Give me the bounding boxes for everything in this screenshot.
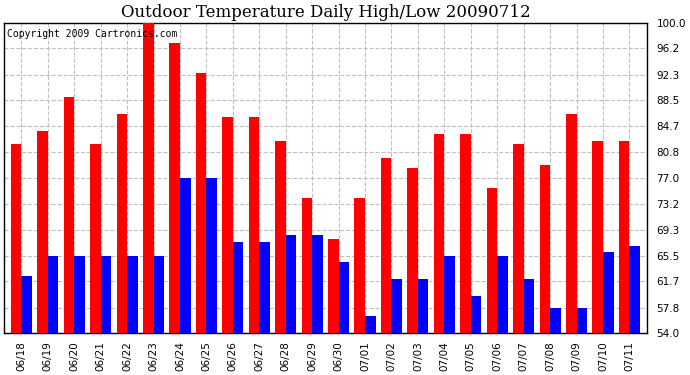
Bar bbox=[206, 178, 217, 375]
Bar bbox=[355, 198, 365, 375]
Bar bbox=[259, 242, 270, 375]
Bar bbox=[75, 256, 85, 375]
Bar bbox=[603, 252, 613, 375]
Bar bbox=[391, 279, 402, 375]
Bar bbox=[540, 165, 550, 375]
Bar bbox=[328, 239, 339, 375]
Text: Copyright 2009 Cartronics.com: Copyright 2009 Cartronics.com bbox=[8, 29, 178, 39]
Bar bbox=[302, 198, 312, 375]
Bar bbox=[471, 296, 482, 375]
Bar bbox=[418, 279, 428, 375]
Bar bbox=[154, 256, 164, 375]
Bar bbox=[170, 43, 180, 375]
Bar bbox=[101, 256, 111, 375]
Bar bbox=[90, 144, 101, 375]
Bar bbox=[513, 144, 524, 375]
Bar bbox=[117, 114, 127, 375]
Bar bbox=[21, 276, 32, 375]
Title: Outdoor Temperature Daily High/Low 20090712: Outdoor Temperature Daily High/Low 20090… bbox=[121, 4, 530, 21]
Bar bbox=[593, 141, 603, 375]
Bar bbox=[434, 134, 444, 375]
Bar bbox=[460, 134, 471, 375]
Bar bbox=[577, 308, 587, 375]
Bar bbox=[196, 74, 206, 375]
Bar bbox=[63, 97, 75, 375]
Bar bbox=[312, 236, 323, 375]
Bar bbox=[365, 316, 375, 375]
Bar bbox=[275, 141, 286, 375]
Bar bbox=[11, 144, 21, 375]
Bar bbox=[486, 188, 497, 375]
Bar bbox=[143, 23, 154, 375]
Bar bbox=[233, 242, 244, 375]
Bar bbox=[48, 256, 59, 375]
Bar bbox=[37, 131, 48, 375]
Bar bbox=[497, 256, 508, 375]
Bar bbox=[566, 114, 577, 375]
Bar bbox=[524, 279, 534, 375]
Bar bbox=[619, 141, 629, 375]
Bar bbox=[381, 158, 391, 375]
Bar bbox=[339, 262, 349, 375]
Bar bbox=[286, 236, 296, 375]
Bar bbox=[407, 168, 418, 375]
Bar bbox=[444, 256, 455, 375]
Bar bbox=[629, 246, 640, 375]
Bar bbox=[127, 256, 138, 375]
Bar bbox=[550, 308, 561, 375]
Bar bbox=[222, 117, 233, 375]
Bar bbox=[180, 178, 190, 375]
Bar bbox=[248, 117, 259, 375]
